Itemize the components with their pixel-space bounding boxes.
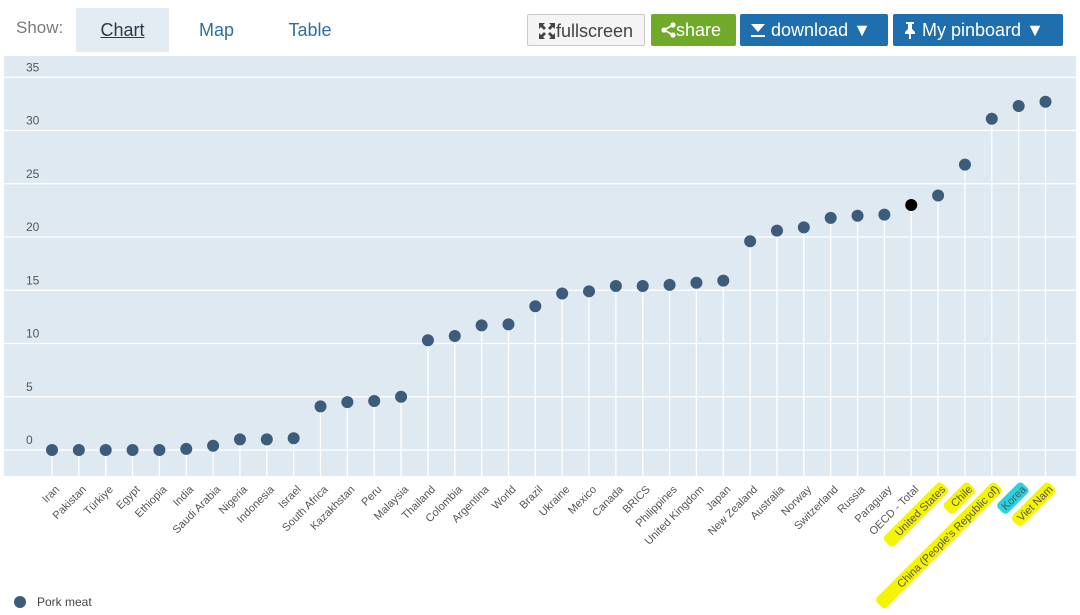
label-highlight — [943, 482, 975, 514]
label-highlight — [876, 482, 1002, 609]
fullscreen-label: fullscreen — [556, 21, 634, 41]
x-tick-label: Iran — [40, 484, 62, 506]
data-point — [905, 199, 918, 212]
y-tick-label: 25 — [26, 167, 40, 181]
plot-background — [4, 56, 1076, 476]
label-highlight — [883, 482, 948, 547]
pork-consumption-chart: 05101520253035IranPakistanTürkiyeEgyptEt… — [4, 56, 1076, 609]
data-point — [717, 274, 730, 287]
data-point — [690, 276, 703, 289]
y-tick-label: 5 — [26, 380, 33, 394]
data-point — [636, 279, 649, 292]
y-tick-label: 35 — [26, 60, 40, 74]
data-point — [797, 221, 810, 234]
data-point — [529, 300, 542, 313]
y-tick-label: 30 — [26, 114, 40, 128]
x-tick-label-group: Türkiye — [82, 484, 116, 518]
data-point — [851, 209, 864, 222]
pinboard-button[interactable]: My pinboard ▼ — [893, 14, 1063, 46]
x-tick-label: Türkiye — [82, 484, 116, 518]
y-tick-label: 15 — [26, 273, 40, 287]
data-point — [448, 330, 461, 343]
show-label: Show: — [16, 18, 64, 37]
data-point — [46, 444, 58, 456]
label-highlight — [997, 482, 1029, 514]
y-tick-label: 20 — [26, 220, 40, 234]
data-point — [1012, 100, 1025, 113]
x-tick-label-group: Ukraine — [537, 484, 572, 519]
share-label: share — [676, 20, 722, 40]
data-point — [72, 444, 85, 456]
data-point — [932, 189, 945, 202]
y-tick-label: 0 — [26, 433, 33, 447]
data-point — [421, 334, 434, 347]
data-point — [502, 318, 515, 331]
share-button[interactable]: share — [651, 14, 736, 46]
chart-area: 0 5 10 15 20 25 30 35 Iran Pakistan Türkiye Egypt Et… — [0, 52, 1080, 610]
data-point — [153, 444, 166, 456]
data-point — [824, 211, 837, 224]
chevron-down-icon: ▼ — [853, 20, 871, 40]
data-point — [180, 442, 193, 455]
data-point — [663, 278, 676, 291]
data-point — [770, 224, 783, 237]
x-tick-label: Ukraine — [537, 484, 572, 519]
download-icon — [751, 24, 765, 37]
legend-label: Pork meat — [37, 595, 92, 609]
data-point — [1039, 95, 1052, 108]
pinboard-label: My pinboard — [922, 20, 1022, 40]
expand-icon — [539, 23, 555, 39]
x-tick-label: Canada — [590, 483, 626, 519]
data-point — [260, 433, 273, 446]
tab-chart[interactable]: Chart — [76, 8, 169, 52]
legend-marker — [14, 596, 26, 608]
pin-icon — [905, 22, 915, 39]
data-point — [556, 287, 569, 300]
data-point — [207, 439, 220, 452]
toolbar: Show: Chart Map Table fullscreen share d… — [0, 0, 1080, 52]
data-point — [475, 319, 488, 332]
download-label: download — [771, 20, 849, 40]
data-point — [958, 158, 971, 171]
data-point — [233, 433, 246, 446]
data-point — [583, 285, 596, 298]
fullscreen-button[interactable]: fullscreen — [527, 14, 645, 46]
label-highlight — [1011, 482, 1056, 527]
tab-map[interactable]: Map — [198, 20, 234, 40]
data-point — [878, 208, 891, 221]
data-point — [609, 279, 622, 292]
data-point — [341, 396, 354, 409]
data-point — [395, 390, 408, 403]
tab-table[interactable]: Table — [288, 20, 332, 40]
chevron-down-icon: ▼ — [1026, 20, 1044, 40]
x-tick-label-group: Iran — [40, 484, 62, 506]
data-point — [314, 400, 327, 413]
x-tick-label: Saudi Arabia — [171, 483, 224, 536]
data-point — [126, 444, 139, 456]
data-point — [744, 235, 757, 248]
data-point — [99, 444, 112, 456]
x-tick-label-group: Saudi Arabia — [171, 483, 224, 536]
y-tick-label: 10 — [26, 327, 40, 341]
data-point — [368, 395, 381, 408]
share-icon — [661, 22, 676, 38]
data-point — [287, 432, 300, 445]
x-tick-label-group: Canada — [590, 483, 626, 519]
data-point — [985, 112, 998, 125]
x-tick-label: World — [490, 484, 519, 513]
x-tick-label-group: World — [490, 484, 519, 513]
download-button[interactable]: download ▼ — [740, 14, 888, 46]
